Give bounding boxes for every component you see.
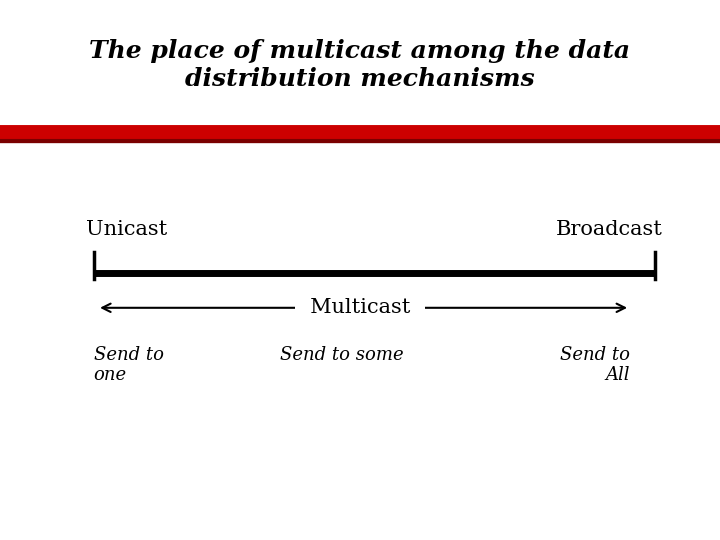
Text: The place of multicast among the data
distribution mechanisms: The place of multicast among the data di… xyxy=(89,39,631,91)
Text: Broadcast: Broadcast xyxy=(556,220,662,239)
Text: Send to
one: Send to one xyxy=(94,346,163,384)
Text: Multicast: Multicast xyxy=(297,298,423,318)
Text: Unicast: Unicast xyxy=(86,220,168,239)
Text: Send to
All: Send to All xyxy=(560,346,630,384)
Text: Send to some: Send to some xyxy=(280,346,404,363)
